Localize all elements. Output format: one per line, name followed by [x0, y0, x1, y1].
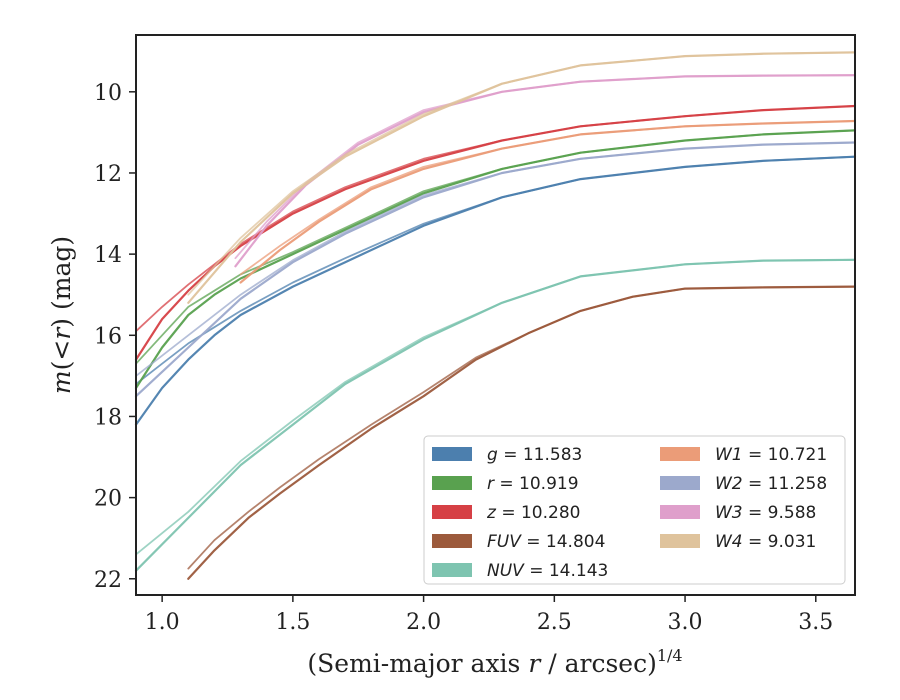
y-tick-label: 22	[94, 568, 122, 593]
y-tick-label: 18	[94, 405, 122, 430]
legend-swatch	[432, 505, 472, 519]
legend-box	[423, 435, 846, 585]
legend-swatch	[432, 534, 472, 548]
legend-label: W3 = 9.588	[715, 503, 816, 523]
y-tick-label: 20	[94, 487, 122, 512]
series-r	[134, 129, 857, 390]
legend-swatch	[660, 476, 700, 490]
legend-swatch	[432, 476, 472, 490]
x-tick-label: 1.5	[275, 610, 310, 635]
legend-swatch	[660, 447, 700, 461]
series-w2-line	[135, 141, 856, 377]
legend-label: g = 11.583	[487, 445, 582, 465]
x-tick-label: 1.0	[145, 610, 180, 635]
series-w1	[239, 119, 857, 284]
series-g	[134, 155, 857, 426]
legend-label: W1 = 10.721	[715, 445, 827, 465]
x-tick-label: 3.0	[668, 610, 703, 635]
y-axis-ticks: 10 12 14 16 18 20 22	[94, 81, 136, 593]
series-z	[134, 104, 857, 361]
series-w4	[187, 51, 857, 304]
x-axis-label: (Semi-major axis r / arcsec)1/4	[307, 646, 682, 678]
legend-swatch	[432, 563, 472, 577]
series-nuv-line	[135, 258, 856, 556]
legend-label: W4 = 9.031	[715, 532, 816, 552]
y-tick-label: 16	[94, 324, 122, 349]
series-layer	[134, 51, 857, 580]
y-axis-label: m(<r) (mag)	[47, 236, 76, 394]
legend-label: NUV = 14.143	[487, 561, 608, 581]
x-tick-label: 2.5	[537, 610, 572, 635]
legend-label: r = 10.919	[487, 474, 579, 494]
legend-label: W2 = 11.258	[715, 474, 827, 494]
legend-swatch	[660, 505, 700, 519]
series-w2	[134, 141, 857, 398]
series-z-line	[135, 105, 856, 333]
series-g-line	[135, 155, 856, 385]
legend-label: z = 10.280	[486, 503, 580, 523]
legend-swatch	[660, 534, 700, 548]
series-r-line	[135, 129, 856, 365]
y-tick-label: 14	[94, 243, 122, 268]
series-fuv	[187, 285, 857, 580]
x-tick-label: 2.0	[406, 610, 441, 635]
legend-swatch	[432, 447, 472, 461]
y-tick-label: 10	[94, 81, 122, 106]
plot-frame	[135, 34, 856, 596]
legend: g = 11.583 r = 10.919 z = 10.280 FUV = 14.8…	[423, 435, 846, 585]
series-w1-line	[239, 120, 856, 276]
series-nuv	[134, 258, 857, 572]
series-fuv-line	[187, 285, 856, 570]
x-axis-ticks: 1.0 1.5 2.0 2.5 3.0 3.5	[145, 595, 833, 635]
legend-label: FUV = 14.804	[487, 532, 605, 552]
x-tick-label: 3.5	[798, 610, 833, 635]
y-tick-label: 12	[94, 162, 122, 187]
series-w4-line	[187, 51, 856, 296]
